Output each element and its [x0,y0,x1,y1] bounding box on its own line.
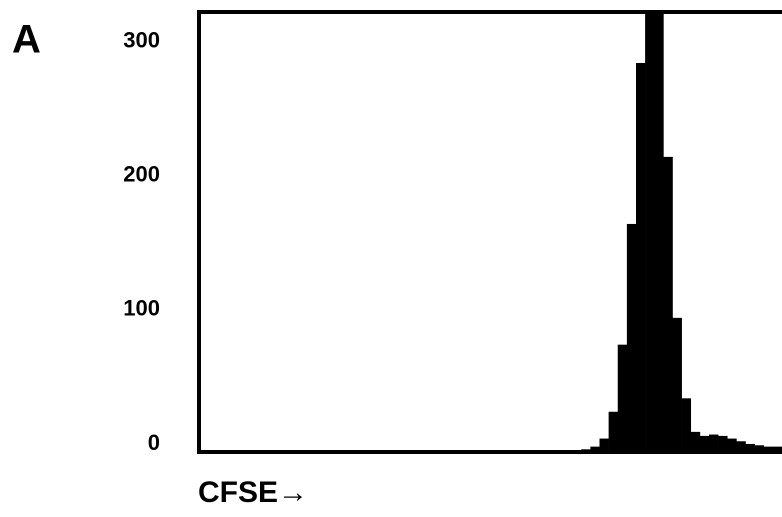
histogram-bar [690,431,701,452]
histogram-bar [727,438,737,452]
y-tick-label: 200 [123,162,160,187]
histogram-bar [736,441,746,452]
histogram-bar [654,12,664,452]
histogram-bar [626,223,637,452]
histogram-bar [745,443,755,452]
histogram-bar [672,317,682,452]
histogram-bar [663,156,673,452]
histogram-bar [617,344,628,452]
panel-label: A [12,18,41,62]
histogram-bar [608,411,619,452]
histogram-bar [590,446,600,452]
histogram-bar [709,434,719,452]
x-axis-label: CFSE→ [198,476,308,509]
histogram-bar [636,62,646,452]
histogram-bar [645,12,655,452]
histogram-bar [599,438,609,452]
histogram-bar [763,446,774,452]
histogram-bar [699,435,710,452]
y-tick-label: 100 [123,296,160,321]
histogram-bar [754,445,765,452]
histogram-bar [681,398,692,452]
histogram-bar [718,435,728,452]
y-tick-label: 0 [148,430,160,455]
y-tick-label: 300 [123,27,160,52]
plot-frame [197,10,782,454]
histogram-bar [772,446,782,452]
